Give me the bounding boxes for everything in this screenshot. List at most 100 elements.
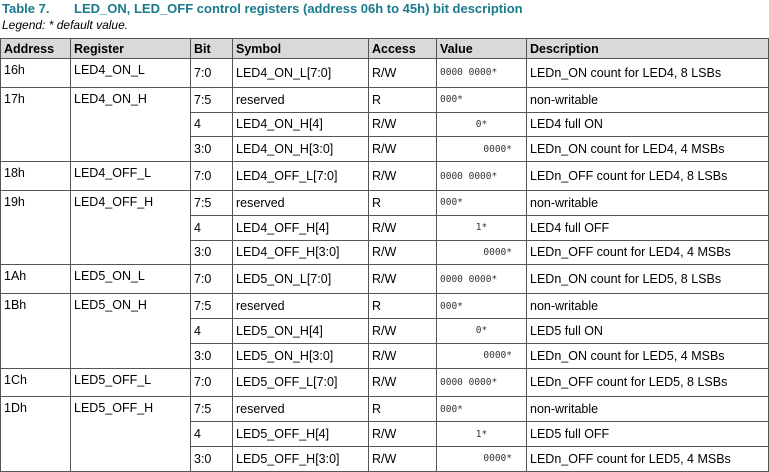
access-cell: R/W (368, 161, 437, 191)
description-cell: non-writable (526, 189, 769, 216)
symbol-cell: LED5_OFF_L[7:0] (232, 367, 369, 398)
symbol-cell: LED5_ON_H[4] (232, 317, 369, 344)
register-cell: LED5_ON_H (70, 293, 191, 369)
description-cell: LEDn_OFF count for LED4, 8 LSBs (526, 161, 769, 191)
value-cell: 0000 0000* (436, 264, 527, 295)
value-cell: 0000* (436, 342, 527, 369)
bit-cell: 3:0 (190, 239, 233, 266)
access-cell: R/W (368, 58, 437, 88)
table-row: 3:0 LED4_OFF_H[3:0] R/W 0000* LEDn_OFF count… (1, 239, 769, 266)
symbol-cell: reserved (232, 293, 369, 319)
symbol-cell: LED5_ON_L[7:0] (232, 264, 369, 295)
table-row: 1Ch LED5_OFF_L 7:0 LED5_OFF_L[7:0] R/W 0000 0… (0, 367, 769, 398)
address-cell: 16h (0, 58, 71, 88)
register-table: Address Register Bit Symbol Access Value Descr… (0, 38, 769, 472)
symbol-cell: LED4_ON_L[7:0] (232, 58, 369, 88)
bit-cell: 7:0 (190, 367, 233, 398)
symbol-cell: LED4_OFF_L[7:0] (232, 161, 369, 191)
table-row: 19h LED4_OFF_H 7:5 reserved R 000* non-writabl… (0, 189, 769, 266)
column-header: Value (436, 38, 527, 59)
column-header: Register (70, 38, 191, 59)
table-row: 18h LED4_OFF_L 7:0 LED4_OFF_L[7:0] R/W 0000 0… (0, 161, 769, 191)
bit-cell: 4 (190, 214, 233, 241)
value-cell: 1* (436, 421, 527, 447)
bit-cell: 4 (190, 111, 233, 138)
symbol-cell: LED4_ON_H[3:0] (232, 136, 369, 163)
bit-cell: 7:0 (190, 264, 233, 295)
value-cell: 0* (436, 317, 527, 344)
table-row: 1Dh LED5_OFF_H 7:5 reserved R 000* non-writabl… (0, 396, 769, 472)
column-header: Symbol (232, 38, 369, 59)
value-cell: 000* (436, 189, 527, 216)
access-cell: R (368, 293, 437, 319)
description-cell: LED4 full ON (526, 111, 769, 138)
description-cell: non-writable (526, 86, 769, 113)
column-header: Address (0, 38, 71, 59)
access-cell: R/W (368, 421, 437, 447)
symbol-cell: LED5_OFF_H[4] (232, 421, 369, 447)
value-cell: 0000 0000* (436, 367, 527, 398)
table-row: 3:0 LED5_ON_H[3:0] R/W 0000* LEDn_ON count f… (1, 342, 769, 369)
bit-cell: 7:0 (190, 161, 233, 191)
symbol-cell: LED4_OFF_H[4] (232, 214, 369, 241)
register-cell: LED5_ON_L (70, 264, 191, 295)
symbol-cell: LED5_ON_H[3:0] (232, 342, 369, 369)
address-cell: 1Ah (0, 264, 71, 295)
value-cell: 000* (436, 396, 527, 423)
description-cell: LEDn_ON count for LED4, 8 LSBs (526, 58, 769, 88)
header-row: Address Register Bit Symbol Access Value Descr… (0, 38, 769, 59)
register-cell: LED5_OFF_L (70, 367, 191, 398)
access-cell: R/W (368, 367, 437, 398)
address-cell: 19h (0, 189, 71, 266)
address-cell: 1Bh (0, 293, 71, 369)
symbol-cell: reserved (232, 189, 369, 216)
description-cell: LEDn_ON count for LED5, 8 LSBs (526, 264, 769, 295)
address-cell: 18h (0, 161, 71, 191)
table-row: 4 LED4_ON_H[4] R/W 0* LED4 full ON (1, 111, 769, 138)
value-cell: 000* (436, 293, 527, 319)
access-cell: R/W (368, 342, 437, 369)
access-cell: R/W (368, 239, 437, 266)
column-header: Description (526, 38, 769, 59)
table-body: 16h LED4_ON_L 7:0 LED4_ON_L[7:0] R/W 0000 000… (0, 58, 769, 472)
column-header: Access (368, 38, 437, 59)
bit-cell: 3:0 (190, 136, 233, 163)
table-row: 1Ah LED5_ON_L 7:0 LED5_ON_L[7:0] R/W 0000 000… (0, 264, 769, 295)
table-row: 1Bh LED5_ON_H 7:5 reserved R 000* non-writable (0, 293, 769, 369)
legend: Legend: * default value. (2, 18, 129, 32)
register-cell: LED4_OFF_H (70, 189, 191, 266)
table-row: 3:0 LED4_ON_H[3:0] R/W 0000* LEDn_ON count f… (1, 136, 769, 163)
bit-cell: 7:5 (190, 396, 233, 423)
column-header: Bit (190, 38, 233, 59)
table-row: 4 LED5_OFF_H[4] R/W 1* LED5 full OFF (1, 421, 769, 447)
register-cell: LED4_ON_H (70, 86, 191, 163)
value-cell: 0000 0000* (436, 161, 527, 191)
access-cell: R (368, 189, 437, 216)
register-cell: LED4_ON_L (70, 58, 191, 88)
table-row: 16h LED4_ON_L 7:0 LED4_ON_L[7:0] R/W 0000 000… (0, 58, 769, 88)
description-cell: LEDn_OFF count for LED4, 4 MSBs (526, 239, 769, 266)
access-cell: R/W (368, 317, 437, 344)
register-cell: LED4_OFF_L (70, 161, 191, 191)
access-cell: R (368, 396, 437, 423)
description-cell: LEDn_ON count for LED5, 4 MSBs (526, 342, 769, 369)
value-cell: 0* (436, 111, 527, 138)
table-row: 4 LED4_OFF_H[4] R/W 1* LED4 full OFF (1, 214, 769, 241)
address-cell: 1Dh (0, 396, 71, 472)
value-cell: 1* (436, 214, 527, 241)
access-cell: R (368, 86, 437, 113)
table-row: 17h LED4_ON_H 7:5 reserved R 000* non-writable (0, 86, 769, 163)
value-cell: 0000 0000* (436, 58, 527, 88)
table-number: Table 7. (2, 1, 50, 16)
bit-cell: 7:5 (190, 86, 233, 113)
access-cell: R/W (368, 214, 437, 241)
symbol-cell: LED4_OFF_H[3:0] (232, 239, 369, 266)
table-row: 4 LED5_ON_H[4] R/W 0* LED5 full ON (1, 317, 769, 344)
symbol-cell: reserved (232, 396, 369, 423)
bit-cell: 7:0 (190, 58, 233, 88)
bit-cell: 7:5 (190, 293, 233, 319)
symbol-cell: LED4_ON_H[4] (232, 111, 369, 138)
bit-cell: 7:5 (190, 189, 233, 216)
value-cell: 0000* (436, 136, 527, 163)
